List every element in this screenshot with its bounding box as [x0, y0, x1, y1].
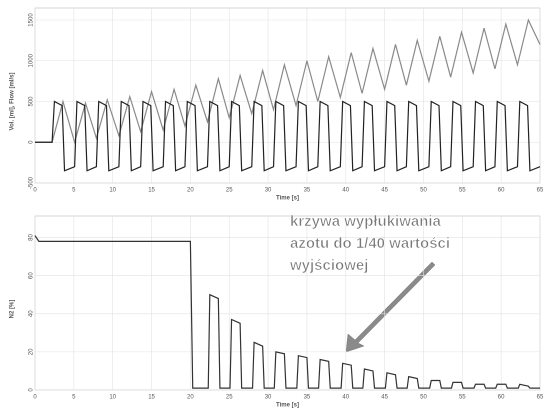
y-tick-label: 20: [29, 348, 35, 355]
x-tick-label: 50: [420, 188, 427, 194]
x-axis-label: Time [s]: [276, 403, 299, 409]
annotation: azotu do 1/40 wartości: [290, 235, 450, 252]
x-tick-label: 15: [148, 395, 155, 401]
x-tick-label: 30: [265, 188, 272, 194]
y-tick-label: 40: [29, 310, 35, 317]
x-tick-label: 25: [226, 188, 233, 194]
y-tick-label: 60: [29, 272, 35, 279]
x-tick-label: 45: [381, 395, 388, 401]
y-tick-label: 1000: [29, 53, 35, 67]
y-tick-label: 0: [29, 388, 35, 392]
x-tick-label: 40: [342, 395, 349, 401]
y-tick-label: -500: [29, 176, 35, 189]
data-line: [35, 100, 541, 172]
x-tick-label: 15: [148, 188, 155, 194]
x-tick-label: 60: [498, 188, 505, 194]
y-tick-label: 80: [29, 234, 35, 241]
x-tick-label: 40: [342, 188, 349, 194]
x-tick-label: 55: [459, 395, 466, 401]
x-tick-label: 50: [420, 395, 427, 401]
x-tick-label: 10: [109, 395, 116, 401]
x-tick-label: 65: [537, 188, 544, 194]
x-tick-label: 25: [226, 395, 233, 401]
x-tick-label: 20: [187, 188, 194, 194]
y-axis-label: N2 [%]: [10, 300, 16, 319]
data-line: [34, 235, 540, 389]
y-tick-label: 0: [29, 140, 35, 144]
x-tick-label: 35: [304, 395, 311, 401]
x-tick-label: 5: [72, 188, 76, 194]
data-line: [35, 18, 541, 145]
x-tick-label: 55: [459, 188, 466, 194]
annotation: wyjściowej: [289, 257, 368, 274]
y-tick-label: 1500: [29, 13, 35, 27]
y-axis-label: Vol. [ml], Flow [ml/s]: [10, 73, 16, 131]
x-tick-label: 45: [381, 188, 388, 194]
x-tick-label: 5: [72, 395, 76, 401]
x-tick-label: 0: [33, 188, 37, 194]
annotation-arrow: [345, 261, 436, 353]
x-tick-label: 60: [498, 395, 505, 401]
x-axis-label: Time [s]: [276, 196, 299, 202]
x-tick-label: 10: [109, 188, 116, 194]
annotation: krzywa wypłukiwania: [290, 213, 442, 230]
x-tick-label: 20: [187, 395, 194, 401]
y-tick-label: 500: [29, 96, 35, 107]
x-tick-label: 35: [304, 188, 311, 194]
x-tick-label: 30: [265, 395, 272, 401]
x-tick-label: 65: [537, 395, 544, 401]
x-tick-label: 0: [33, 395, 37, 401]
